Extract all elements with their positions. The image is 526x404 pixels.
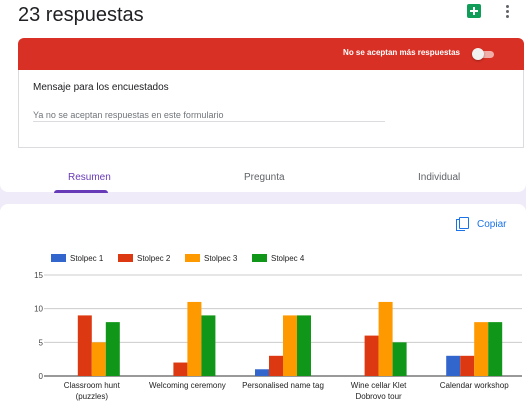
summary-chart-card: 0 5 10 15 Stolpec 1 Stolpec 2 Stolpec 3 Stolpec… [0,204,526,404]
x-tick-label: Dobrovo tour [355,392,402,401]
bar [201,315,216,376]
x-tick-label: Wine cellar Klet [351,381,407,390]
legend-label: Stolpec 3 [204,254,238,263]
bar [105,322,120,376]
y-tick-label: 15 [34,271,43,280]
y-tick-label: 5 [39,338,44,347]
message-field[interactable] [33,104,385,122]
app-header: 23 respuestas [0,0,526,36]
page-title: 23 respuestas [18,4,144,26]
closed-banner: No se aceptan más respuestas [18,38,524,70]
y-tick-label: 10 [34,305,43,314]
message-label: Mensaje para los encuestados [33,82,169,93]
bar [255,369,269,376]
more-options-icon[interactable] [500,4,514,20]
responses-card: No se aceptan más respuestas Mensaje par… [0,36,526,193]
bar [173,362,188,376]
copy-label: Copiar [477,219,507,230]
banner-text: No se aceptan más respuestas [343,48,460,57]
bar-chart: 0 5 10 15 Stolpec 1 Stolpec 2 Stolpec 3 Stolpec… [34,254,522,401]
legend-label: Stolpec 4 [271,254,305,263]
message-section: Mensaje para los encuestados [18,70,524,148]
legend-swatch [252,254,267,262]
tab-pregunta[interactable]: Pregunta [244,172,285,183]
bar [392,342,407,376]
bar [474,322,489,376]
accepting-responses-toggle[interactable] [472,48,496,60]
bar [269,355,283,376]
copy-icon [456,217,470,232]
active-tab-indicator [54,190,108,193]
legend-swatch [118,254,133,262]
sheets-icon[interactable] [467,4,481,18]
x-tick-label: Classroom hunt [64,381,121,390]
tab-resumen[interactable]: Resumen [68,172,111,183]
bar [77,315,92,376]
copy-button[interactable]: Copiar [452,216,514,234]
x-tick-label: Welcoming ceremony [149,381,226,390]
tab-individual[interactable]: Individual [418,172,461,183]
x-tick-label: Personalised name tag [242,381,324,390]
legend-label: Stolpec 2 [137,254,171,263]
bar [460,355,475,376]
bar [446,355,461,376]
bar [283,315,297,376]
y-tick-label: 0 [39,372,44,381]
bar [488,322,503,376]
x-tick-label: (puzzles) [76,392,109,401]
x-tick-label: Calendar workshop [440,381,509,390]
bar [364,335,379,376]
toggle-track [474,51,494,58]
legend-swatch [185,254,200,262]
bar [187,301,202,376]
bar [297,315,311,376]
toggle-knob [472,48,484,60]
bar [91,342,106,376]
legend-label: Stolpec 1 [70,254,104,263]
bar [378,301,393,376]
legend-swatch [51,254,66,262]
